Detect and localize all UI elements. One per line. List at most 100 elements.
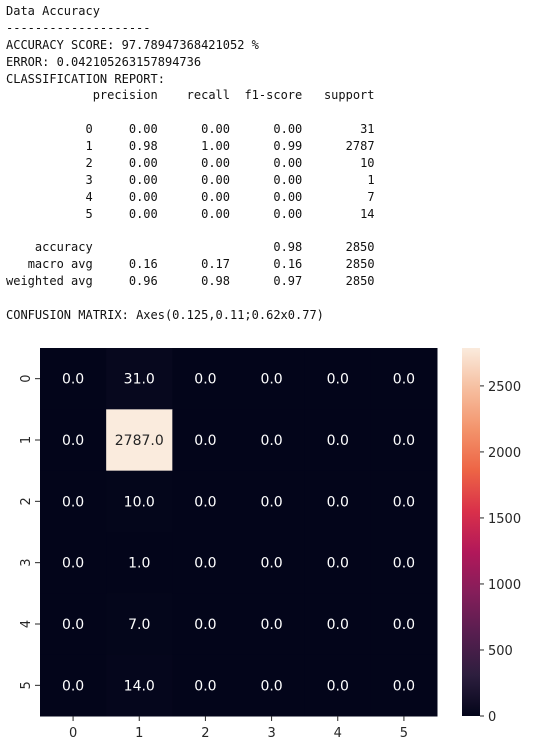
header-recall: recall	[186, 88, 230, 103]
heatmap-cell	[106, 348, 173, 410]
heatmap-cell	[172, 654, 239, 717]
cell-label: 0.0	[327, 433, 349, 449]
confusion-label: CONFUSION MATRIX:	[6, 308, 129, 323]
row-label: 4	[85, 189, 93, 204]
cell-label: 0.0	[393, 433, 415, 449]
colorbar	[462, 348, 480, 716]
cell-label: 0.0	[194, 433, 216, 449]
colorbar-tick-label: 1500	[488, 512, 521, 527]
heatmap-cell	[172, 470, 239, 533]
x-tick-label: 2	[201, 726, 209, 741]
header-precision: precision	[92, 88, 158, 103]
y-tick-label: 5	[19, 681, 34, 689]
cell-label: 0.0	[260, 617, 282, 633]
heatmap-cell	[238, 348, 306, 410]
class-row-3: 3 0.00 0.00 0.00 1	[6, 172, 374, 189]
heatmap-cell	[40, 654, 107, 717]
cell-label: 0.0	[327, 372, 349, 388]
heatmap-cell	[370, 348, 438, 410]
class-row-4: 4 0.00 0.00 0.00 7	[6, 189, 374, 206]
cell-recall: 0.00	[201, 172, 231, 187]
report-title: Data Accuracy	[6, 3, 375, 20]
x-tick-label: 5	[400, 726, 408, 741]
cell-f1-score: 0.16	[273, 257, 303, 272]
classification-label-text: CLASSIFICATION REPORT:	[6, 71, 165, 86]
heatmap-cell	[40, 593, 107, 656]
cell-recall: 0.00	[201, 189, 231, 204]
cell-f1-score: 0.00	[273, 172, 303, 187]
cell-precision: 0.98	[128, 139, 158, 154]
cell-label: 0.0	[194, 372, 216, 388]
y-tick-label: 0	[19, 375, 34, 383]
heatmap-cell	[40, 532, 107, 594]
heatmap-cell	[40, 409, 107, 472]
cell-f1-score: 0.99	[273, 139, 303, 154]
y-tick-label: 4	[19, 620, 34, 628]
y-tick-label: 3	[19, 559, 34, 567]
confusion-matrix-heatmap: 0.0 31.0 0.0 0.0 0.0 0.00.0 2787.0 0.0 0.0 0.0 0.0…	[19, 348, 521, 741]
heatmap-cell	[304, 470, 372, 533]
cell-support: 2850	[345, 274, 375, 289]
cell-label: 0.0	[260, 433, 282, 449]
cell-label: 0.0	[260, 372, 282, 388]
row-label: 1	[85, 139, 93, 154]
heatmap-cell	[106, 593, 173, 656]
report-blank-line	[6, 290, 375, 307]
heatmap-cell	[106, 409, 173, 472]
cell-f1-score: 0.00	[273, 206, 303, 221]
colorbar-tick-label: 500	[488, 644, 513, 659]
summary-row-accuracy: accuracy 0.98 2850	[6, 239, 375, 256]
header-f1-score: f1-score	[244, 88, 303, 103]
heatmap-cell	[238, 532, 306, 594]
cell-precision: 0.96	[128, 274, 158, 289]
class-row-5: 5 0.00 0.00 0.00 14	[6, 206, 375, 223]
x-tick-label: 3	[267, 726, 275, 741]
cell-label: 0.0	[327, 678, 349, 694]
report-title-text: Data Accuracy	[6, 4, 100, 18]
cell-precision: 0.00	[128, 206, 158, 221]
class-row-1: 1 0.98 1.00 0.99 2787	[6, 138, 374, 155]
heatmap-cell	[238, 654, 306, 717]
row-label: weighted avg	[6, 274, 93, 289]
heatmap-cell	[106, 532, 173, 594]
cell-f1-score: 0.00	[273, 189, 303, 204]
cell-label: 7.0	[128, 617, 150, 633]
cell-label: 14.0	[124, 678, 155, 694]
error-label: ERROR:	[6, 54, 50, 69]
report-blank-line	[6, 104, 375, 121]
cell-precision: 0.00	[128, 156, 158, 171]
accuracy-unit: %	[251, 37, 259, 52]
cell-label: 0.0	[194, 556, 216, 572]
heatmap-cell	[40, 470, 107, 533]
cell-label: 10.0	[124, 494, 155, 510]
row-label: 2	[85, 156, 93, 171]
error-line: ERROR: 0.042105263157894736	[6, 54, 375, 71]
heatmap-cell	[370, 470, 438, 533]
row-label: 3	[85, 172, 93, 187]
x-tick-label: 4	[334, 726, 342, 741]
colorbar-tick-label: 1000	[488, 578, 521, 593]
colorbar-tick-label: 0	[488, 710, 496, 725]
cell-recall: 0.17	[201, 257, 231, 272]
accuracy-value: 97.78947368421052	[121, 37, 245, 52]
cell-label: 0.0	[260, 678, 282, 694]
cell-label: 0.0	[62, 372, 84, 388]
heatmap-cell	[40, 348, 107, 410]
class-row-2: 2 0.00 0.00 0.00 10	[6, 155, 375, 172]
cell-support: 10	[360, 156, 375, 171]
cell-recall: 0.00	[201, 156, 231, 171]
heatmap-cell	[304, 409, 372, 472]
heatmap-cell	[304, 593, 372, 656]
cell-support: 14	[360, 206, 375, 221]
colorbar-tick-label: 2000	[488, 446, 521, 461]
row-label: accuracy	[34, 240, 93, 255]
y-tick-label: 2	[19, 497, 34, 505]
heatmap-cell	[304, 348, 372, 410]
cell-label: 0.0	[327, 617, 349, 633]
confusion-axes-value: Axes(0.125,0.11;0.62x0.77)	[136, 308, 324, 323]
accuracy-label: ACCURACY SCORE:	[6, 37, 115, 52]
heatmap-cell	[304, 654, 372, 717]
cell-precision: 0.16	[128, 257, 158, 272]
cell-label: 0.0	[393, 494, 415, 510]
cell-recall: 0.98	[201, 274, 230, 289]
